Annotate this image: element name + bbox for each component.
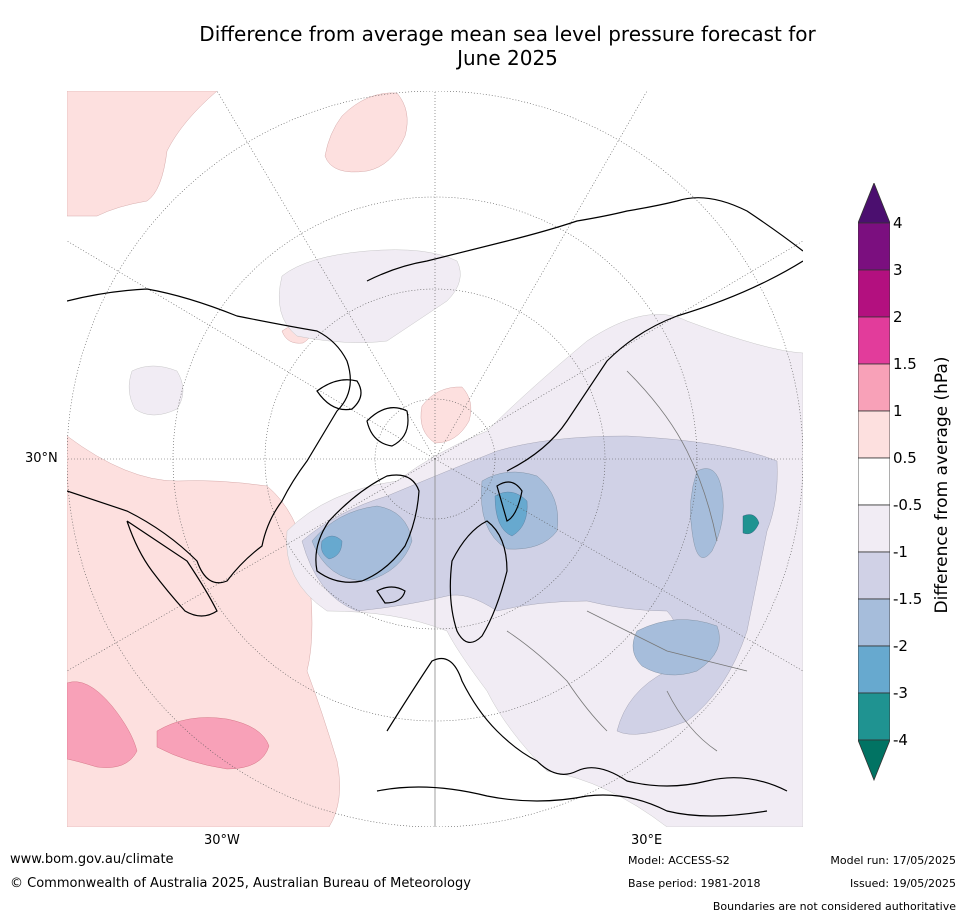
colorbar-tick-neg-0-5: -0.5 bbox=[893, 496, 923, 514]
colorbar-tick-neg-3: -3 bbox=[893, 684, 908, 702]
anomaly-negative-core-siberia bbox=[742, 514, 760, 535]
anomaly-positive-greenland-sea bbox=[324, 92, 408, 173]
model-run-date: Model run: 17/05/2025 bbox=[830, 854, 956, 867]
anomaly-negative-strong-siberia bbox=[690, 468, 724, 558]
model-name: Model: ACCESS-S2 bbox=[628, 854, 730, 867]
colorbar-tick-2: 2 bbox=[893, 308, 903, 326]
colorbar-swatch-6 bbox=[857, 457, 891, 506]
colorbar-tick-4: 4 bbox=[893, 214, 903, 232]
colorbar-tick-neg-1: -1 bbox=[893, 543, 908, 561]
colorbar-tick-neg-2: -2 bbox=[893, 637, 908, 655]
colorbar-swatch-1 bbox=[857, 222, 891, 271]
lon-label-30w: 30°W bbox=[204, 833, 240, 848]
colorbar-swatch-3 bbox=[857, 316, 891, 365]
anomaly-negative-core-greenland bbox=[321, 535, 343, 560]
anomaly-positive-strong-east bbox=[156, 717, 270, 770]
colorbar-title: Difference from average (hPa) bbox=[932, 356, 952, 614]
colorbar-swatch-5 bbox=[857, 410, 891, 459]
colorbar-swatch-min bbox=[857, 739, 891, 782]
coast-novaya-zemlya bbox=[496, 481, 523, 522]
coast-greenland bbox=[315, 474, 420, 583]
anomaly-positive-pole bbox=[420, 386, 472, 444]
anomaly-positive-atlantic bbox=[67, 435, 340, 827]
colorbar-swatch-9 bbox=[857, 598, 891, 647]
coast-north-america bbox=[67, 288, 351, 584]
coast-siberia bbox=[506, 260, 803, 472]
lon-label-30e: 30°E bbox=[631, 833, 663, 848]
coast-baffin bbox=[366, 407, 409, 447]
colorbar-tick-3: 3 bbox=[893, 261, 903, 279]
coast-mediterranean bbox=[376, 786, 768, 817]
colorbar-swatch-7 bbox=[857, 504, 891, 553]
coast-europe bbox=[386, 657, 788, 792]
colorbar-swatch-10 bbox=[857, 645, 891, 694]
coast-florida bbox=[126, 520, 218, 617]
website-link[interactable]: www.bom.gov.au/climate bbox=[10, 852, 174, 867]
coast-east-siberia bbox=[366, 197, 803, 282]
colorbar-tick-1: 1 bbox=[893, 402, 903, 420]
anomaly-positive-northwest bbox=[67, 91, 218, 217]
coast-iceland bbox=[376, 586, 406, 604]
anomaly-negative-moderate bbox=[301, 435, 778, 735]
colorbar-swatch-max bbox=[857, 181, 891, 224]
boundaries-disclaimer: Boundaries are not considered authoritat… bbox=[712, 900, 956, 913]
colorbar-tick-neg-1-5: -1.5 bbox=[893, 590, 923, 608]
colorbar bbox=[857, 181, 891, 783]
anomaly-negative-strong-greenland bbox=[311, 505, 413, 582]
colorbar-swatch-11 bbox=[857, 692, 891, 741]
coast-canadian-arctic bbox=[316, 379, 362, 411]
colorbar-tick-1-5: 1.5 bbox=[893, 355, 917, 373]
anomaly-negative-strong-central bbox=[632, 619, 720, 676]
map-title-line2: June 2025 bbox=[457, 46, 558, 70]
map-title-line1: Difference from average mean sea level p… bbox=[199, 22, 816, 46]
colorbar-swatch-4 bbox=[857, 363, 891, 412]
copyright-text: © Commonwealth of Australia 2025, Austra… bbox=[10, 876, 471, 891]
colorbar-swatch-8 bbox=[857, 551, 891, 600]
anomaly-positive-strong-west bbox=[67, 681, 138, 768]
issued-date: Issued: 19/05/2025 bbox=[849, 877, 956, 890]
map-title: Difference from average mean sea level p… bbox=[150, 22, 865, 70]
base-period: Base period: 1981-2018 bbox=[628, 877, 761, 890]
colorbar-tick-neg-4: -4 bbox=[893, 731, 908, 749]
coast-scandinavia bbox=[449, 520, 508, 643]
pressure-anomaly-map bbox=[67, 91, 803, 827]
anomaly-negative-weak-pacific bbox=[128, 365, 184, 416]
colorbar-swatch-2 bbox=[857, 269, 891, 318]
colorbar-tick-0-5: 0.5 bbox=[893, 449, 917, 467]
lat-label-30n: 30°N bbox=[25, 451, 58, 466]
border-lines bbox=[506, 370, 748, 752]
